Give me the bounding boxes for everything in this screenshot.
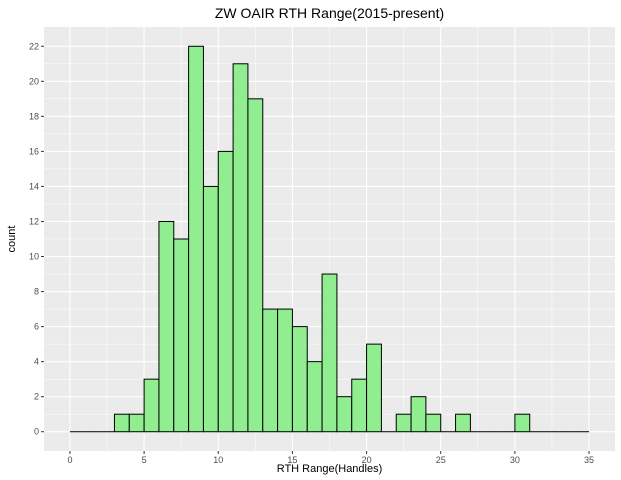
histogram-bar xyxy=(232,63,249,433)
y-axis-title: count xyxy=(6,226,18,253)
histogram-bar xyxy=(410,396,427,433)
histogram-bar xyxy=(113,413,130,433)
x-tick-label: 25 xyxy=(436,455,446,465)
x-tick-label: 35 xyxy=(584,455,594,465)
x-tick-label: 10 xyxy=(213,455,223,465)
histogram-bar xyxy=(173,238,190,433)
chart-title: ZW OAIR RTH Range(2015-present) xyxy=(215,5,444,21)
y-tick-label: 2 xyxy=(34,392,39,402)
y-tick-label: 0 xyxy=(34,427,39,437)
y-tick-label: 22 xyxy=(29,41,39,51)
histogram-bar xyxy=(217,150,234,433)
y-tick-label: 14 xyxy=(29,181,39,191)
histogram-bar xyxy=(366,343,382,433)
histogram-bar xyxy=(514,413,531,433)
histogram-bar xyxy=(321,273,338,433)
histogram-bar xyxy=(425,413,442,433)
histogram-bar xyxy=(277,308,293,433)
histogram-bar xyxy=(291,326,308,433)
x-tick-label: 0 xyxy=(67,455,72,465)
y-tick-label: 4 xyxy=(34,357,39,367)
x-tick-label: 30 xyxy=(510,455,520,465)
histogram-bar xyxy=(351,378,368,433)
y-tick-label: 18 xyxy=(29,111,39,121)
y-tick-label: 20 xyxy=(29,76,39,86)
histogram-bar xyxy=(202,185,219,433)
histogram-bar xyxy=(262,308,279,433)
histogram-bar xyxy=(306,361,323,433)
histogram-bar xyxy=(158,220,175,433)
y-tick-label: 8 xyxy=(34,287,39,297)
histogram-bar xyxy=(247,98,264,433)
y-tick-label: 16 xyxy=(29,146,39,156)
x-tick-label: 5 xyxy=(142,455,147,465)
x-axis: 0 5 10 15 20 25 30 35 xyxy=(67,451,594,465)
histogram-bar xyxy=(128,413,145,433)
y-tick-label: 12 xyxy=(29,216,39,226)
histogram-bar xyxy=(336,396,353,433)
x-tick-label: 20 xyxy=(362,455,372,465)
x-axis-title: RTH Range(Handles) xyxy=(277,463,383,475)
histogram-bar xyxy=(455,413,471,433)
x-tick-label: 15 xyxy=(287,455,297,465)
histogram-bar xyxy=(395,413,412,433)
y-tick-label: 6 xyxy=(34,322,39,332)
y-tick-label: 10 xyxy=(29,252,39,262)
histogram-bar xyxy=(143,378,160,433)
histogram-bar xyxy=(188,45,204,433)
y-axis: 0 2 4 6 8 10 12 14 16 18 20 22 xyxy=(29,41,44,437)
bars xyxy=(69,45,590,433)
